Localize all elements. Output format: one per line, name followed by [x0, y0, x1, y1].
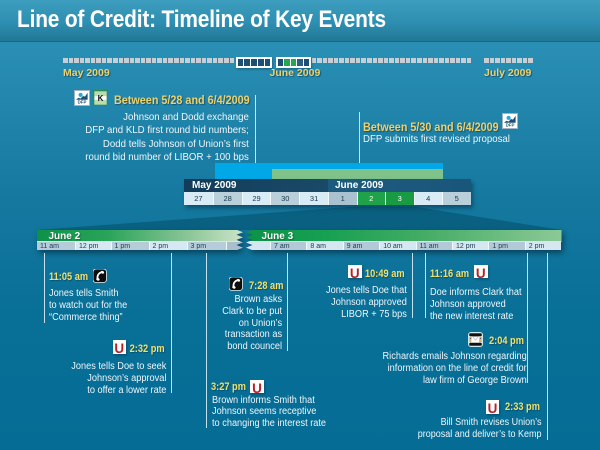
svg-text:DFP: DFP — [78, 100, 87, 105]
svg-text:K: K — [98, 94, 104, 103]
svg-text:DFP: DFP — [506, 122, 515, 127]
